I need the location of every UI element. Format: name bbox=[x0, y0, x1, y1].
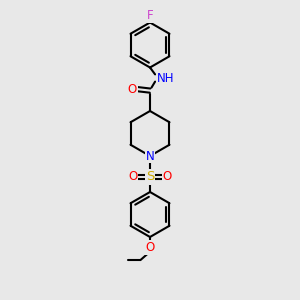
Text: NH: NH bbox=[157, 71, 174, 85]
Text: S: S bbox=[146, 170, 154, 184]
Text: N: N bbox=[146, 149, 154, 163]
Text: O: O bbox=[128, 170, 137, 184]
Text: O: O bbox=[146, 241, 154, 254]
Text: O: O bbox=[163, 170, 172, 184]
Text: O: O bbox=[128, 82, 136, 96]
Text: F: F bbox=[147, 9, 153, 22]
